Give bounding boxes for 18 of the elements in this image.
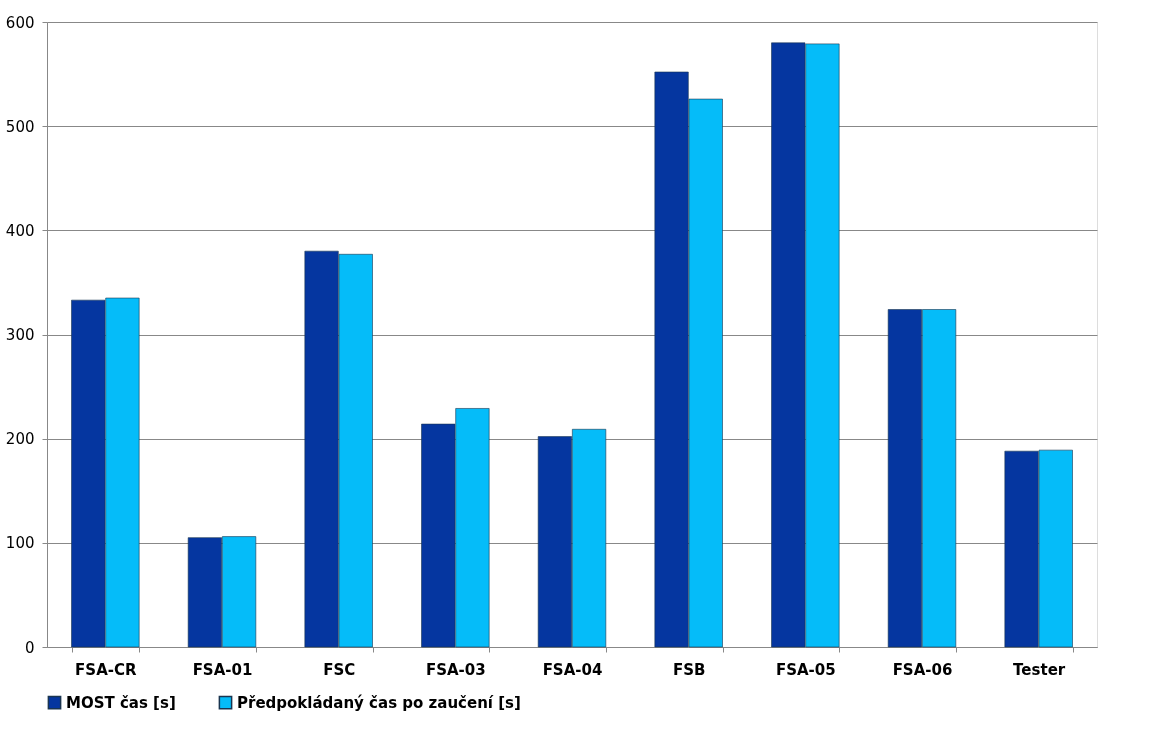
- y-tick-label: 0: [24, 638, 35, 657]
- x-tick-label: FSA-05: [775, 660, 836, 679]
- x-tick-label: FSC: [323, 660, 356, 679]
- x-tick-label: FSB: [672, 660, 706, 679]
- x-tick-label: FSA-03: [425, 660, 486, 679]
- y-tick-label: 400: [5, 221, 35, 240]
- y-tick-label: 100: [5, 534, 35, 553]
- x-tick-label: FSA-04: [542, 660, 603, 679]
- y-tick-label: 300: [5, 326, 35, 344]
- x-tick-label: FSA-06: [892, 660, 953, 679]
- y-tick-label: 200: [5, 430, 35, 449]
- x-tick-label: Tester: [1013, 660, 1066, 679]
- legend-label: Předpokládaný čas po zaučení [s]: [237, 693, 521, 712]
- legend-label: MOST čas [s]: [66, 693, 176, 712]
- y-tick-label: 600: [5, 13, 35, 32]
- y-tick-label: 500: [5, 117, 35, 136]
- x-tick-label: FSA-CR: [75, 660, 137, 679]
- x-tick-label: FSA-01: [192, 660, 253, 679]
